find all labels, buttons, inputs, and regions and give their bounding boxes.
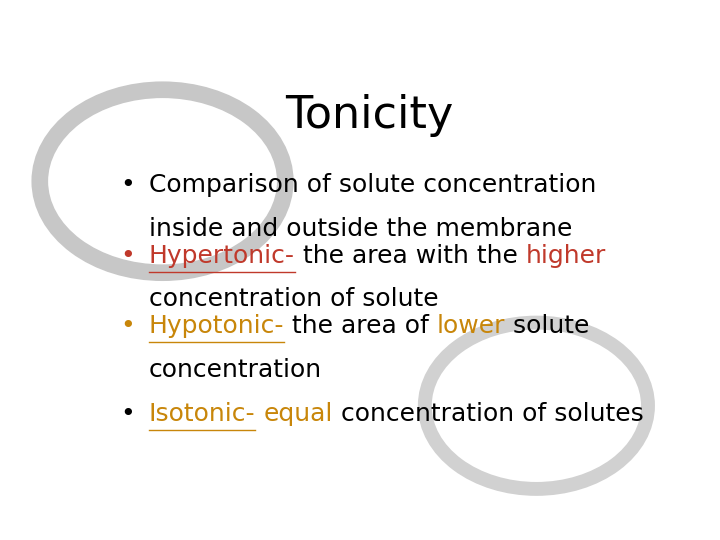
- Text: •: •: [121, 173, 135, 197]
- Text: •: •: [121, 314, 135, 338]
- Text: the area of: the area of: [284, 314, 437, 338]
- Text: higher: higher: [526, 244, 606, 268]
- Text: inside and outside the membrane: inside and outside the membrane: [148, 217, 572, 240]
- Text: the area with the: the area with the: [294, 244, 526, 268]
- Text: Hypotonic-: Hypotonic-: [148, 314, 284, 338]
- Text: concentration of solute: concentration of solute: [148, 287, 438, 311]
- Text: Hypertonic-: Hypertonic-: [148, 244, 294, 268]
- Text: Tonicity: Tonicity: [285, 94, 453, 137]
- Text: Comparison of solute concentration: Comparison of solute concentration: [148, 173, 596, 197]
- Text: lower: lower: [437, 314, 505, 338]
- Text: equal: equal: [264, 402, 333, 426]
- Text: solute: solute: [505, 314, 590, 338]
- Text: •: •: [121, 244, 135, 268]
- Text: •: •: [121, 402, 135, 426]
- Text: concentration of solutes: concentration of solutes: [333, 402, 644, 426]
- Text: concentration: concentration: [148, 358, 322, 382]
- Text: Isotonic-: Isotonic-: [148, 402, 255, 426]
